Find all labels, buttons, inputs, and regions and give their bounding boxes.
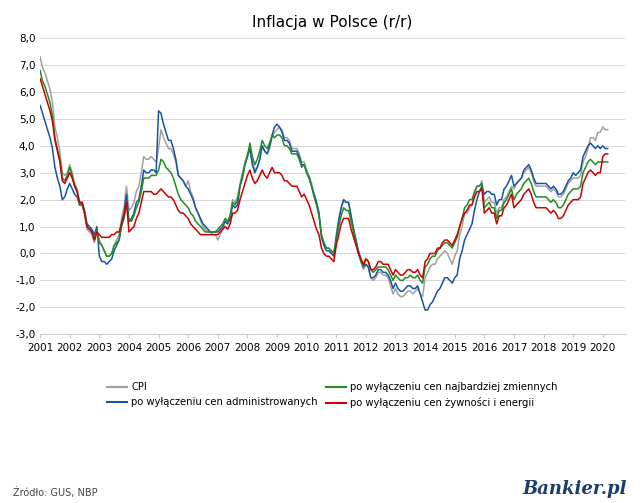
Text: Żródło: GUS, NBP: Żródło: GUS, NBP bbox=[13, 487, 97, 498]
Text: Bankier.pl: Bankier.pl bbox=[523, 480, 627, 498]
Title: Inflacja w Polsce (r/r): Inflacja w Polsce (r/r) bbox=[252, 15, 413, 30]
Legend: CPI, po wyłączeniu cen administrowanych, po wyłączeniu cen najbardziej zmiennych: CPI, po wyłączeniu cen administrowanych,… bbox=[104, 378, 562, 412]
